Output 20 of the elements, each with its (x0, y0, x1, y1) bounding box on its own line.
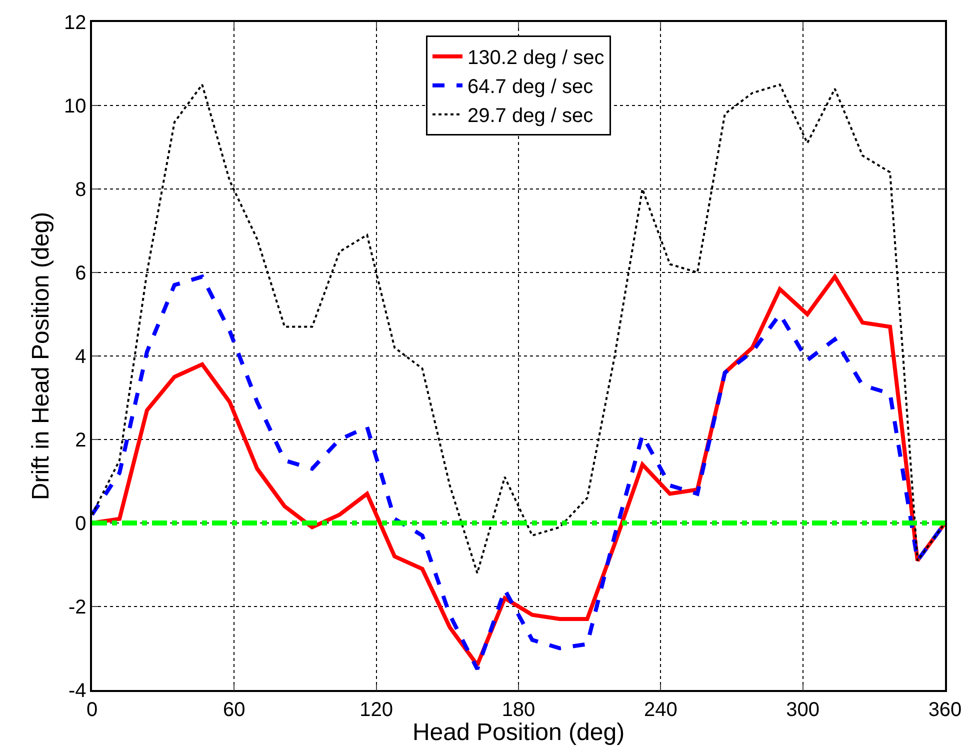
legend-label: 64.7 deg / sec (468, 76, 594, 98)
legend-label: 130.2 deg / sec (468, 47, 604, 70)
y-axis-title: Drift in Head Position (deg) (28, 212, 55, 500)
x-tick-label: 240 (644, 698, 678, 721)
x-tick-label: 300 (786, 698, 820, 721)
x-axis-title: Head Position (deg) (412, 719, 625, 746)
y-tick-label: 8 (75, 179, 86, 201)
y-tick-label: -4 (68, 680, 86, 702)
y-tick-label: 4 (75, 346, 86, 368)
x-tick-label: 120 (360, 698, 394, 721)
y-tick-label: 12 (64, 12, 86, 34)
y-tick-label: 10 (64, 96, 86, 118)
y-tick-label: 2 (75, 430, 86, 452)
x-tick-label: 60 (223, 698, 246, 721)
x-tick-label: 180 (502, 698, 536, 721)
y-tick-label: 0 (75, 513, 86, 535)
x-tick-label: 360 (928, 698, 962, 721)
y-tick-label: 6 (75, 262, 86, 284)
y-tick-label: -2 (68, 596, 86, 618)
legend-label: 29.7 deg / sec (468, 105, 594, 128)
